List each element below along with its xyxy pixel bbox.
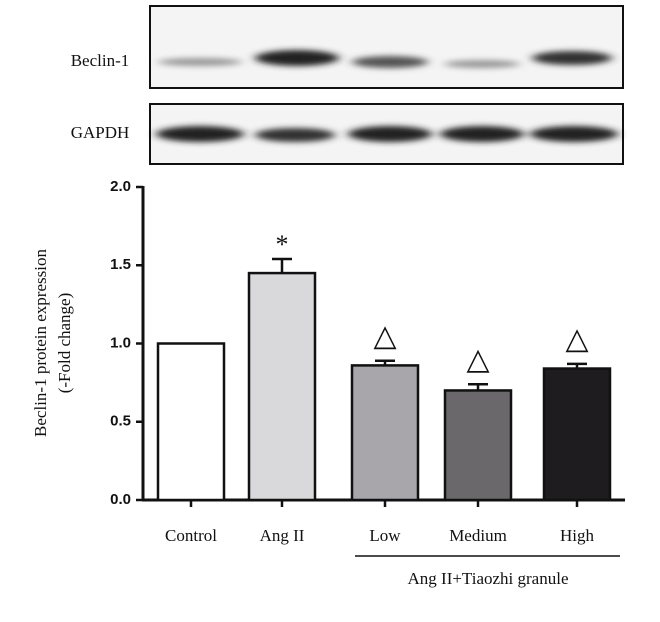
blot-label: Beclin-1 (71, 51, 130, 70)
bar (156, 342, 226, 502)
y-tick-label: 0.0 (110, 491, 131, 508)
y-tick-label: 2.0 (110, 178, 131, 195)
x-tick-label: High (560, 526, 595, 545)
x-tick-label: Low (369, 526, 401, 545)
bar (247, 271, 317, 502)
y-axis-label: Beclin-1 protein expression (31, 249, 50, 437)
x-tick-label: Control (165, 526, 217, 545)
y-tick-label: 0.5 (110, 413, 131, 430)
y-tick-label: 1.5 (110, 256, 131, 273)
blot-frame (149, 5, 624, 89)
blot-bands (156, 126, 618, 142)
bar (443, 389, 513, 502)
blot-label: GAPDH (71, 123, 130, 142)
annotation: △ (466, 343, 489, 376)
bar (542, 367, 612, 502)
group-label: Ang II+Tiaozhi granule (408, 569, 569, 588)
blot-bands (158, 50, 612, 68)
annotation: △ (373, 320, 396, 353)
y-axis-label: (-Fold change) (55, 293, 74, 394)
x-tick-label: Medium (449, 526, 507, 545)
annotation: * (276, 230, 289, 259)
annotation: △ (565, 323, 588, 356)
y-tick-label: 1.0 (110, 334, 131, 351)
western-blot: Beclin-1 GAPDH (71, 5, 624, 165)
x-tick-label: Ang II (260, 526, 305, 545)
bar (350, 364, 420, 502)
